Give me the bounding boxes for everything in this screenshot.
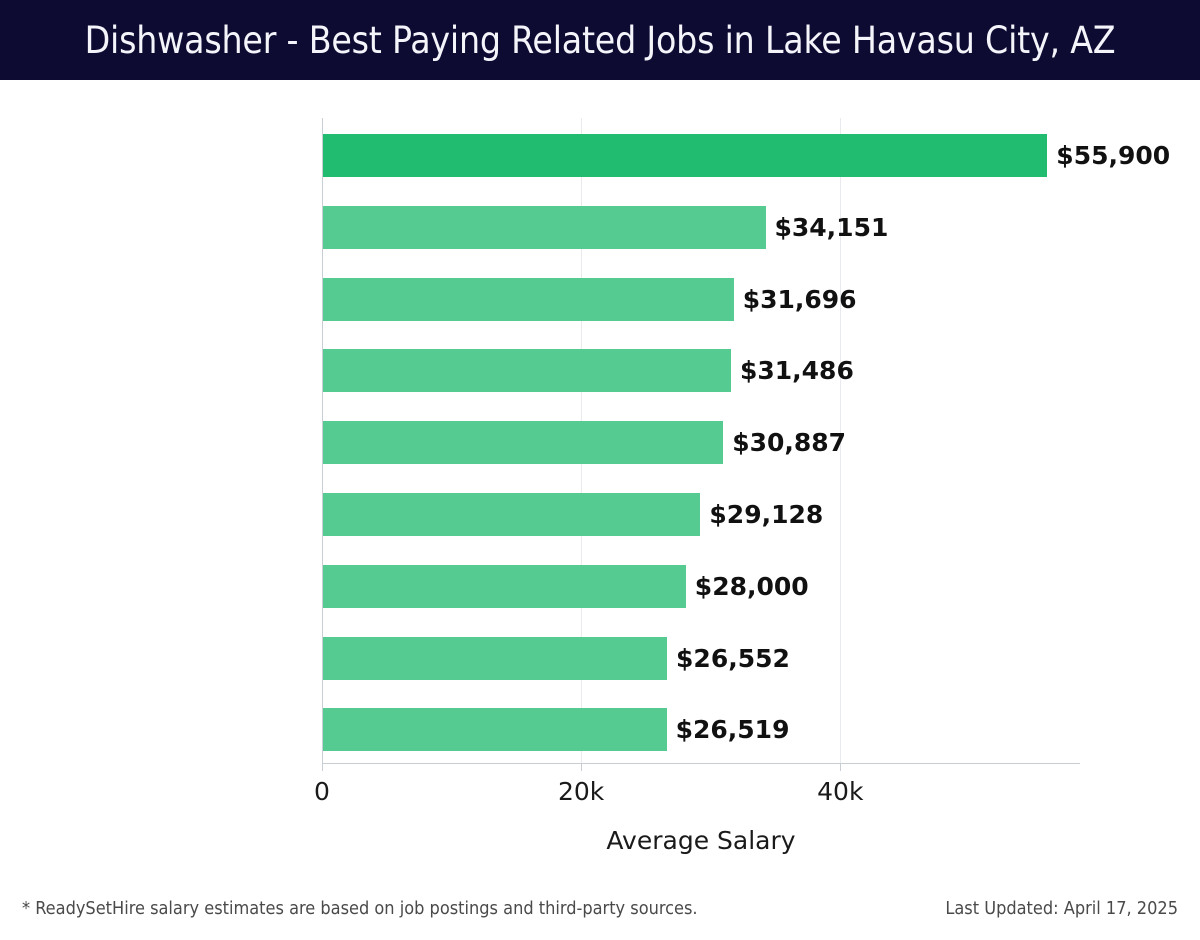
bar-value-label: $26,552 xyxy=(676,643,790,673)
x-tick-mark xyxy=(581,763,583,771)
y-axis-line xyxy=(322,118,323,763)
bar-value-label: $30,887 xyxy=(732,428,847,458)
bar[interactable] xyxy=(323,421,724,465)
bar-value-label: $29,128 xyxy=(709,500,824,529)
bar[interactable] xyxy=(323,349,731,393)
bar[interactable] xyxy=(323,134,1048,177)
bar[interactable] xyxy=(323,277,734,321)
bar-value-label: $26,519 xyxy=(675,715,790,745)
x-tick-label: 40k xyxy=(817,777,864,806)
plot-area: $55,900Restaurant Manager$34,151Line Coo… xyxy=(314,118,1170,806)
x-tick-mark xyxy=(840,763,842,771)
bar[interactable] xyxy=(323,205,766,249)
bar-value-label: $55,900 xyxy=(1056,141,1171,170)
x-tick-label: 20k xyxy=(557,777,605,806)
x-tick-mark xyxy=(322,763,323,771)
bar-value-label: $31,696 xyxy=(742,284,857,314)
bar-value-label: $28,000 xyxy=(694,571,809,601)
footer-disclaimer: * ReadySetHire salary estimates are base… xyxy=(22,898,698,919)
x-tick-label: 0 xyxy=(314,777,330,806)
bar[interactable] xyxy=(323,493,701,536)
x-axis-line xyxy=(322,763,1080,764)
bar[interactable] xyxy=(323,636,668,680)
footer-last-updated: Last Updated: April 17, 2025 xyxy=(945,898,1178,919)
bar-value-label: $34,151 xyxy=(774,212,889,242)
bar[interactable] xyxy=(323,564,686,608)
gridline xyxy=(840,118,842,763)
page-title: Dishwasher - Best Paying Related Jobs in… xyxy=(84,18,1116,62)
bar-value-label: $31,486 xyxy=(739,356,854,386)
chart-header: Dishwasher - Best Paying Related Jobs in… xyxy=(0,0,1200,80)
bar[interactable] xyxy=(323,708,667,752)
x-axis-title: Average Salary xyxy=(606,826,796,855)
